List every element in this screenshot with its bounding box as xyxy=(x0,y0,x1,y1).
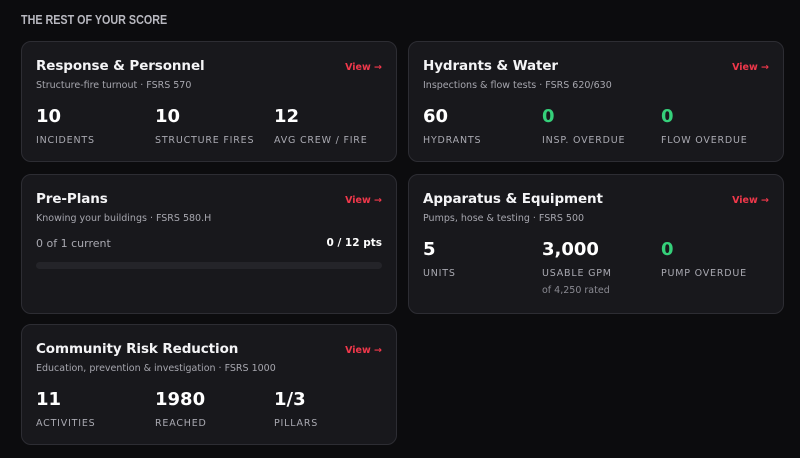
stat-note: of 4,250 rated xyxy=(542,285,610,296)
card-subtitle: Pumps, hose & testing · FSRS 500 xyxy=(423,213,585,224)
stat-insp-overdue: 0 INSP. OVERDUE xyxy=(542,106,625,146)
view-community-link[interactable]: View → xyxy=(345,345,382,356)
stat-value: 3,000 xyxy=(542,239,599,260)
stat-value: 12 xyxy=(274,106,300,127)
section-title: THE REST OF YOUR SCORE xyxy=(21,13,168,27)
stat-structure-fires: 10 STRUCTURE FIRES xyxy=(155,106,254,146)
stat-label: FLOW OVERDUE xyxy=(661,135,748,146)
stat-value: 1980 xyxy=(155,389,206,410)
stat-value: 5 xyxy=(423,239,436,260)
stat-label: AVG CREW / FIRE xyxy=(274,135,368,146)
stat-label: INCIDENTS xyxy=(36,135,95,146)
stat-value: 0 xyxy=(661,106,674,127)
card-title: Hydrants & Water xyxy=(423,58,558,74)
stat-reached: 1980 REACHED xyxy=(155,389,207,429)
card-community-risk-reduction: Community Risk Reduction Education, prev… xyxy=(21,324,397,445)
card-subtitle: Knowing your buildings · FSRS 580.H xyxy=(36,213,212,224)
stat-pillars: 1/3 PILLARS xyxy=(274,389,318,429)
preplan-current-count: 0 of 1 current xyxy=(36,237,111,250)
card-subtitle: Structure-fire turnout · FSRS 570 xyxy=(36,80,192,91)
stat-value: 0 xyxy=(661,239,674,260)
card-hydrants-water: Hydrants & Water Inspections & flow test… xyxy=(408,41,784,162)
card-subtitle: Inspections & flow tests · FSRS 620/630 xyxy=(423,80,612,91)
card-pre-plans: Pre-Plans Knowing your buildings · FSRS … xyxy=(21,174,397,314)
card-subtitle: Education, prevention & investigation · … xyxy=(36,363,276,374)
stat-activities: 11 ACTIVITIES xyxy=(36,389,96,429)
view-apparatus-link[interactable]: View → xyxy=(732,195,769,206)
stat-flow-overdue: 0 FLOW OVERDUE xyxy=(661,106,748,146)
stat-value: 0 xyxy=(542,106,555,127)
stat-label: STRUCTURE FIRES xyxy=(155,135,255,146)
stat-label: USABLE GPM xyxy=(542,268,612,279)
stat-pump-overdue: 0 PUMP OVERDUE xyxy=(661,239,747,279)
stat-label: UNITS xyxy=(423,268,456,279)
stat-label: ACTIVITIES xyxy=(36,418,96,429)
stat-label: PILLARS xyxy=(274,418,319,429)
stat-value: 10 xyxy=(36,106,62,127)
card-title: Apparatus & Equipment xyxy=(423,191,603,207)
preplan-points: 0 / 12 pts xyxy=(326,237,382,249)
stat-value: 60 xyxy=(423,106,449,127)
card-apparatus-equipment: Apparatus & Equipment Pumps, hose & test… xyxy=(408,174,784,314)
card-title: Community Risk Reduction xyxy=(36,341,239,357)
view-hydrants-link[interactable]: View → xyxy=(732,62,769,73)
card-response-personnel: Response & Personnel Structure-fire turn… xyxy=(21,41,397,162)
stat-incidents: 10 INCIDENTS xyxy=(36,106,95,146)
stat-value: 11 xyxy=(36,389,62,410)
stat-value: 1/3 xyxy=(274,389,306,410)
card-title: Response & Personnel xyxy=(36,58,205,74)
stat-value: 10 xyxy=(155,106,181,127)
stat-label: PUMP OVERDUE xyxy=(661,268,747,279)
card-title: Pre-Plans xyxy=(36,191,108,207)
preplan-progress-bar xyxy=(36,262,382,269)
stat-label: HYDRANTS xyxy=(423,135,482,146)
stat-hydrants: 60 HYDRANTS xyxy=(423,106,481,146)
view-preplans-link[interactable]: View → xyxy=(345,195,382,206)
stat-label: REACHED xyxy=(155,418,207,429)
stat-units: 5 UNITS xyxy=(423,239,456,279)
stat-avg-crew: 12 AVG CREW / FIRE xyxy=(274,106,368,146)
view-response-link[interactable]: View → xyxy=(345,62,382,73)
stat-label: INSP. OVERDUE xyxy=(542,135,626,146)
stat-usable-gpm: 3,000 USABLE GPM of 4,250 rated xyxy=(542,239,612,296)
